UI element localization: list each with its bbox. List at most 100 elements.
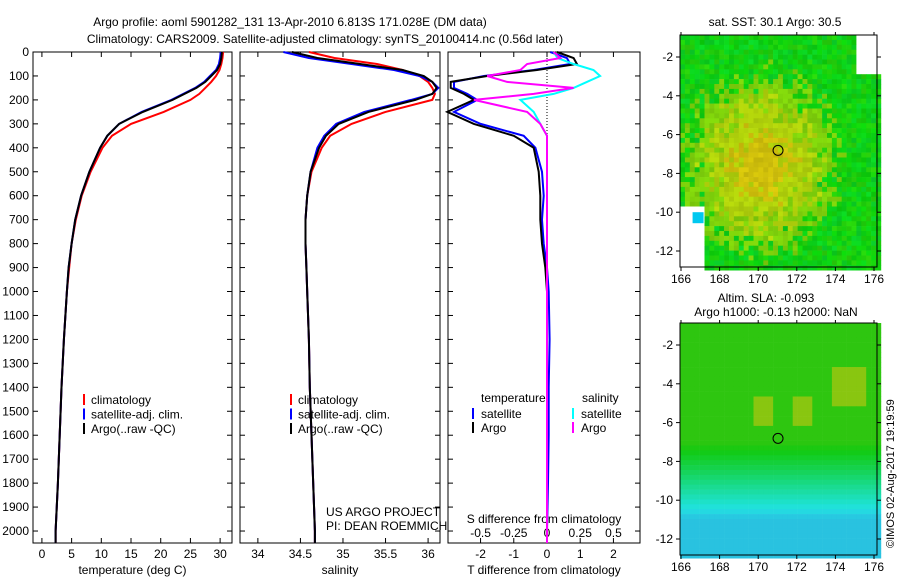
x-tick-label: -1 — [508, 547, 519, 561]
series-climatology — [304, 51, 436, 543]
legend-title-temperature: temperature — [481, 391, 546, 405]
title-line-1: Argo profile: aoml 5901282_131 13-Apr-20… — [93, 15, 487, 29]
depth-tick-label: 1900 — [2, 500, 29, 514]
s-tick-label: -0.5 — [470, 526, 491, 540]
x-tick-label: 36 — [421, 547, 435, 561]
lon-tick-label: 174 — [825, 560, 845, 574]
depth-tick-label: 1000 — [2, 285, 29, 299]
legend-swatch — [572, 408, 574, 419]
legend-label: Argo(..raw -QC) — [298, 422, 383, 436]
depth-tick-label: 0 — [22, 45, 29, 59]
title-line-2: Climatology: CARS2009. Satellite-adjuste… — [87, 32, 563, 46]
depth-tick-label: 1500 — [2, 404, 29, 418]
project-label: US ARGO PROJECT — [326, 505, 441, 519]
depth-tick-label: 400 — [9, 141, 29, 155]
map-frame — [679, 322, 878, 556]
x-tick-label: 0 — [39, 547, 46, 561]
legend-swatch — [572, 422, 574, 433]
map-frame — [679, 34, 878, 268]
depth-tick-label: 1700 — [2, 452, 29, 466]
legend-title-salinity: salinity — [582, 391, 619, 405]
lon-tick-label: 170 — [748, 272, 768, 286]
difference-panel: -2 -1 0 1 2 T difference from climatology -0.5… — [444, 51, 641, 577]
lat-tick-label: -8 — [662, 166, 673, 180]
lat-tick-label: -12 — [656, 244, 674, 258]
x-axis-label: salinity — [322, 563, 359, 577]
imos-stamp: ©IMOS 02-Aug-2017 19:19:59 — [885, 399, 897, 548]
sst-map: 166 168 170 172 174 176 -2 -4 -6 -8 -10 -12 sat. SST… — [656, 15, 885, 286]
legend-swatch — [472, 408, 474, 419]
x-tick-label: 0 — [544, 547, 551, 561]
series-s-satellite — [518, 51, 602, 543]
depth-tick-label: 1300 — [2, 356, 29, 370]
s-tick-label: 0.25 — [569, 526, 593, 540]
legend-label: Argo(..raw -QC) — [91, 422, 176, 436]
depth-tick-label: 900 — [9, 261, 29, 275]
cold-patch — [692, 212, 704, 224]
depth-tick-label: 600 — [9, 189, 29, 203]
lon-tick-label: 168 — [710, 560, 730, 574]
depth-tick-label: 1200 — [2, 332, 29, 346]
map-field — [680, 323, 882, 559]
series-climatology — [54, 51, 225, 543]
lon-tick-label: 172 — [787, 272, 807, 286]
lat-tick-label: -6 — [662, 128, 673, 142]
legend-swatch — [290, 394, 292, 405]
s-axis-label: S difference from climatology — [467, 512, 622, 526]
series-satellite-adj-clim- — [54, 51, 222, 543]
legend-swatch — [472, 422, 474, 433]
lon-tick-label: 176 — [864, 272, 884, 286]
legend-label: satellite-adj. clim. — [298, 408, 390, 422]
legend-label: climatology — [91, 393, 151, 407]
legend-label: Argo — [581, 421, 607, 435]
lon-tick-label: 168 — [710, 272, 730, 286]
depth-tick-label: 100 — [9, 69, 29, 83]
map-title: sat. SST: 30.1 Argo: 30.5 — [709, 15, 842, 29]
lon-tick-label: 170 — [748, 560, 768, 574]
legend-swatch — [83, 408, 85, 420]
x-tick-label: 25 — [184, 547, 198, 561]
x-tick-label: 35.5 — [374, 547, 398, 561]
x-axis-label: temperature (deg C) — [78, 563, 186, 577]
depth-tick-label: 700 — [9, 213, 29, 227]
sla-map: 166 168 170 172 174 176 -2 -4 -6 -8 -10 -12 Altim. S… — [656, 291, 885, 574]
plot-frame — [32, 51, 233, 544]
series-t-satellite — [451, 51, 572, 543]
x-tick-label: -2 — [475, 547, 486, 561]
map-field — [680, 35, 882, 271]
series-t-argo — [444, 51, 579, 543]
lat-tick-label: -2 — [662, 338, 673, 352]
plot-frame — [239, 51, 441, 544]
x-tick-label: 2 — [610, 547, 617, 561]
map-title: Altim. SLA: -0.093 — [718, 291, 815, 305]
x-tick-label: 20 — [154, 547, 168, 561]
salinity-panel: 34 34.5 35 35.5 36 salinity climatologysatelli… — [239, 51, 441, 577]
depth-tick-label: 1100 — [3, 308, 29, 322]
x-tick-label: 35 — [336, 547, 350, 561]
lat-tick-label: -4 — [662, 377, 673, 391]
depth-tick-label: 1600 — [2, 428, 29, 442]
map-subtitle: Argo h1000: -0.13 h2000: NaN — [694, 305, 857, 319]
lon-tick-label: 174 — [825, 272, 845, 286]
lat-tick-label: -10 — [656, 493, 674, 507]
temperature-panel: 0100200300400500600700800900100011001200… — [2, 45, 233, 577]
lat-tick-label: -6 — [662, 416, 673, 430]
series-s-argo — [473, 51, 574, 543]
depth-tick-label: 1400 — [2, 380, 29, 394]
x-axis-label: T difference from climatology — [467, 563, 621, 577]
s-tick-label: -0.25 — [500, 526, 528, 540]
legend-label: satellite — [581, 407, 622, 421]
float-location-marker — [772, 432, 784, 444]
pi-label: PI: DEAN ROEMMICH — [326, 519, 447, 533]
legend-label: satellite-adj. clim. — [91, 408, 183, 422]
x-tick-label: 30 — [213, 547, 227, 561]
legend-swatch — [290, 408, 292, 420]
depth-tick-label: 500 — [9, 165, 29, 179]
lon-tick-label: 166 — [671, 560, 691, 574]
depth-tick-label: 1800 — [2, 476, 29, 490]
legend-swatch — [83, 394, 85, 405]
legend-label: climatology — [298, 393, 358, 407]
depth-tick-label: 800 — [9, 237, 29, 251]
float-location-marker — [772, 144, 784, 156]
